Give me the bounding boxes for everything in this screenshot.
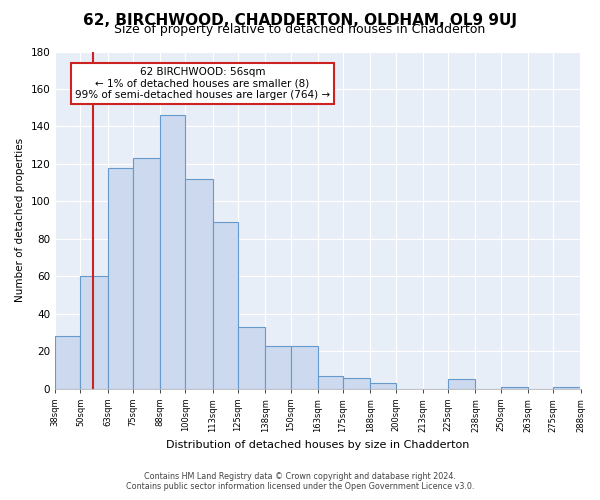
Bar [80, 276, 108, 389]
Text: 62, BIRCHWOOD, CHADDERTON, OLDHAM, OL9 9UJ: 62, BIRCHWOOD, CHADDERTON, OLDHAM, OL9 9… [83, 12, 517, 28]
X-axis label: Distribution of detached houses by size in Chadderton: Distribution of detached houses by size … [166, 440, 470, 450]
Bar [343, 378, 370, 389]
Bar [553, 387, 581, 389]
Bar [500, 387, 528, 389]
Bar [55, 336, 80, 389]
Bar [448, 380, 475, 389]
Bar [238, 327, 265, 389]
Text: Size of property relative to detached houses in Chadderton: Size of property relative to detached ho… [115, 22, 485, 36]
Bar [133, 158, 160, 389]
Text: Contains HM Land Registry data © Crown copyright and database right 2024.
Contai: Contains HM Land Registry data © Crown c… [126, 472, 474, 491]
Bar [213, 222, 238, 389]
Bar [318, 376, 343, 389]
Y-axis label: Number of detached properties: Number of detached properties [15, 138, 25, 302]
Bar [370, 383, 395, 389]
Text: 62 BIRCHWOOD: 56sqm
← 1% of detached houses are smaller (8)
99% of semi-detached: 62 BIRCHWOOD: 56sqm ← 1% of detached hou… [74, 66, 330, 100]
Bar [185, 179, 213, 389]
Bar [160, 115, 185, 389]
Bar [265, 346, 290, 389]
Bar [108, 168, 133, 389]
Bar [290, 346, 318, 389]
